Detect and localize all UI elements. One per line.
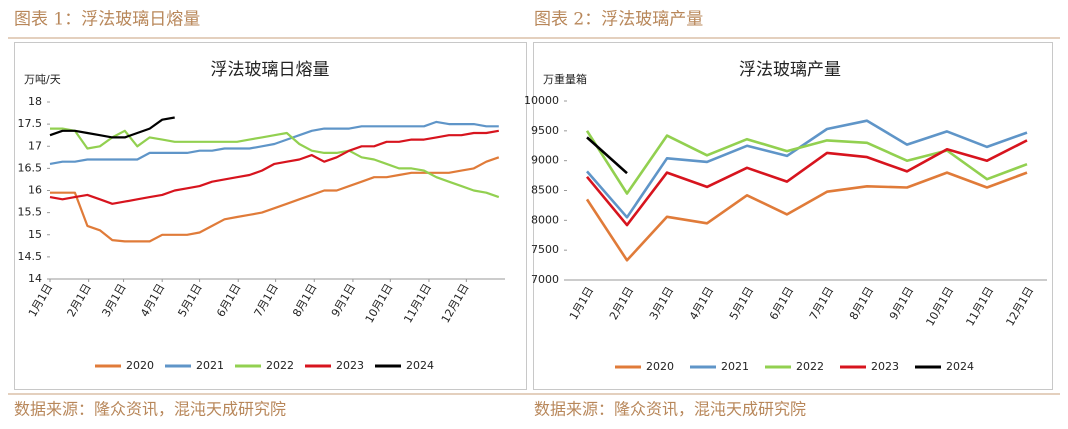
legend-label: 2021 [721, 360, 749, 373]
legend-label: 2020 [126, 359, 154, 372]
x-tick-label: 2月1日 [65, 282, 94, 320]
x-tick-label: 5月1日 [176, 282, 205, 320]
figure-heading: 图表 1：浮法玻璃日熔量 [14, 10, 200, 30]
series-line [585, 139, 1028, 227]
x-tick-label: 8月1日 [290, 282, 319, 320]
x-tick-label: 9月1日 [329, 282, 358, 320]
y-tick-label: 8000 [531, 213, 559, 226]
y-tick-label: 9500 [531, 124, 559, 137]
legend-label: 2020 [646, 360, 674, 373]
x-tick-label: 10月1日 [923, 285, 956, 329]
series-line [49, 129, 499, 205]
series-line [49, 116, 175, 139]
x-tick-label: 9月1日 [887, 285, 916, 323]
x-tick-label: 7月1日 [252, 282, 281, 320]
series-line [585, 130, 1028, 195]
x-tick-label: 3月1日 [99, 282, 128, 320]
y-tick-label: 15 [28, 228, 42, 241]
x-tick-label: 8月1日 [847, 285, 876, 323]
x-tick-label: 4月1日 [687, 285, 716, 323]
x-tick-label: 1月1日 [26, 282, 55, 320]
y-tick-label: 8500 [531, 184, 559, 197]
source-note: 数据来源：隆众资讯，混沌天成研究院 [14, 400, 286, 419]
x-tick-label: 11月1日 [401, 282, 434, 326]
y-tick-label: 17.5 [18, 117, 43, 130]
y-tick-label: 9000 [531, 154, 559, 167]
legend-label: 2022 [796, 360, 824, 373]
legend-label: 2022 [266, 359, 294, 372]
legend-label: 2023 [336, 359, 364, 372]
legend-label: 2024 [406, 359, 434, 372]
series-line [585, 171, 1028, 262]
panel-border [533, 42, 1053, 390]
series-line [50, 127, 500, 199]
series-line [586, 119, 1028, 219]
legend-label: 2021 [196, 359, 224, 372]
series-line [49, 120, 499, 165]
series-line [586, 136, 628, 175]
y-axis-label: 万重量箱 [543, 72, 587, 86]
x-tick-label: 11月1日 [963, 285, 996, 329]
panel-border [14, 42, 527, 390]
legend-label: 2024 [946, 360, 974, 373]
y-tick-label: 10000 [524, 94, 559, 107]
y-tick-label: 7000 [531, 273, 559, 286]
x-tick-label: 7月1日 [807, 285, 836, 323]
figure-heading: 图表 2：浮法玻璃产量 [534, 10, 703, 30]
y-tick-label: 18 [28, 95, 42, 108]
x-tick-label: 3月1日 [647, 285, 676, 323]
series-line [50, 156, 500, 243]
y-tick-label: 14.5 [18, 250, 43, 263]
y-tick-label: 16 [28, 184, 42, 197]
x-tick-label: 12月1日 [439, 282, 472, 326]
x-tick-label: 4月1日 [138, 282, 167, 320]
x-tick-label: 10月1日 [363, 282, 396, 326]
y-axis-label: 万吨/天 [24, 73, 61, 86]
legend-label: 2023 [871, 360, 899, 373]
y-tick-label: 14 [28, 272, 42, 285]
x-tick-label: 6月1日 [767, 285, 796, 323]
chart-title: 浮法玻璃日熔量 [211, 60, 330, 80]
x-tick-label: 12月1日 [1003, 285, 1036, 329]
x-tick-label: 1月1日 [567, 285, 596, 323]
y-tick-label: 17 [28, 139, 42, 152]
y-tick-label: 15.5 [18, 206, 43, 219]
x-tick-label: 5月1日 [727, 285, 756, 323]
y-tick-label: 16.5 [18, 161, 43, 174]
y-tick-label: 7500 [531, 243, 559, 256]
source-note: 数据来源：隆众资讯，混沌天成研究院 [534, 400, 806, 419]
x-tick-label: 2月1日 [607, 285, 636, 323]
chart-title: 浮法玻璃产量 [739, 60, 841, 80]
x-tick-label: 6月1日 [214, 282, 243, 320]
